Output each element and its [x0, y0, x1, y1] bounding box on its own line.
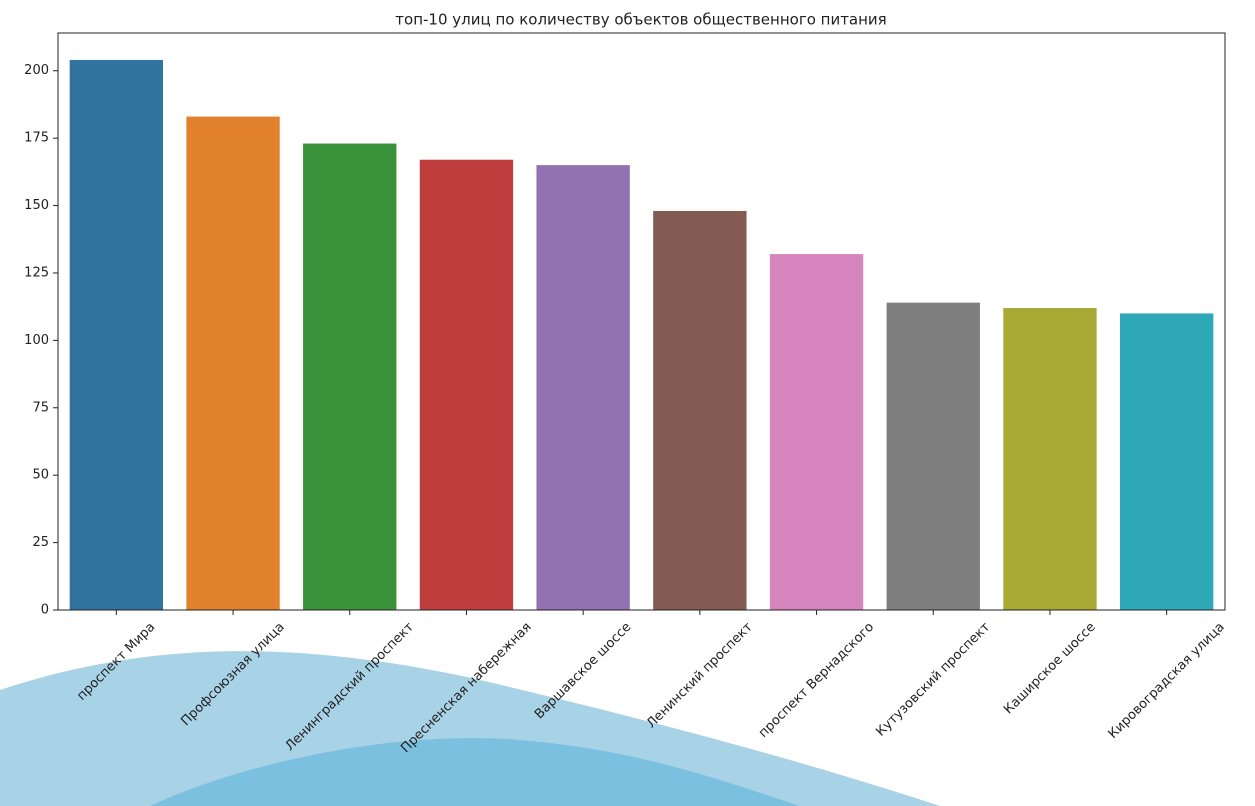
x-tick-label: Кировоградская улица — [1106, 620, 1228, 742]
x-tick-label: Каширское шоссе — [1001, 620, 1099, 718]
bar — [886, 302, 980, 610]
bar — [1119, 313, 1214, 610]
bar — [186, 116, 280, 611]
y-tick-label: 125 — [24, 265, 49, 280]
y-tick-label: 175 — [24, 131, 49, 146]
y-tick-label: 100 — [24, 333, 49, 348]
bar — [653, 210, 747, 610]
y-tick-label: 0 — [41, 603, 49, 618]
bar — [419, 159, 514, 610]
y-tick-label: 150 — [24, 198, 49, 213]
y-tick-label: 200 — [24, 63, 49, 78]
bar — [69, 59, 164, 610]
y-tick-label: 75 — [32, 400, 49, 415]
background-wave — [0, 651, 940, 806]
chart-title: топ-10 улиц по количеству объектов общес… — [395, 11, 886, 29]
y-tick-label: 25 — [32, 535, 49, 550]
x-tick-label: Ленинский проспект — [644, 619, 756, 731]
background-wave — [150, 738, 800, 806]
bar — [769, 254, 864, 611]
bar — [1003, 308, 1097, 610]
bar — [536, 165, 630, 610]
x-tick-label: Кутузовский проспект — [873, 619, 993, 739]
bar — [303, 143, 397, 610]
y-tick-label: 50 — [32, 468, 49, 483]
x-tick-label: проспект Вернадского — [756, 620, 877, 741]
plot-frame — [57, 32, 1226, 611]
